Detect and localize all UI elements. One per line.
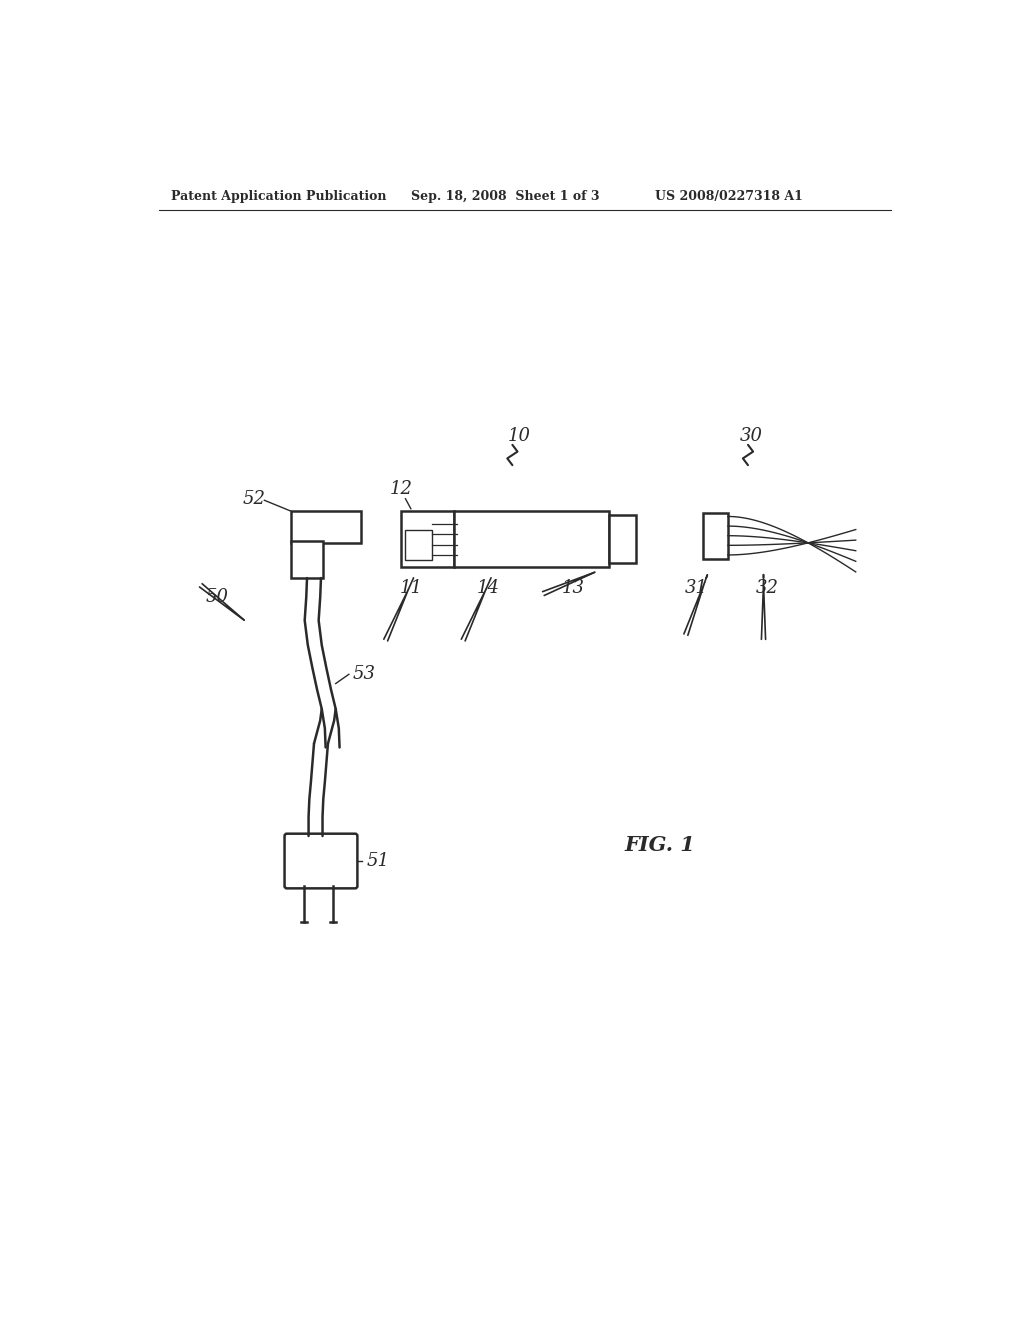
Text: 12: 12 [390, 480, 413, 499]
Text: Sep. 18, 2008  Sheet 1 of 3: Sep. 18, 2008 Sheet 1 of 3 [411, 190, 599, 203]
Text: 32: 32 [756, 579, 778, 597]
Text: 51: 51 [367, 851, 390, 870]
Text: 13: 13 [562, 579, 585, 597]
Text: 11: 11 [399, 579, 422, 597]
Text: 14: 14 [477, 579, 500, 597]
Text: US 2008/0227318 A1: US 2008/0227318 A1 [655, 190, 803, 203]
FancyBboxPatch shape [400, 511, 454, 566]
FancyBboxPatch shape [608, 515, 636, 562]
FancyBboxPatch shape [703, 512, 728, 558]
Text: 52: 52 [243, 490, 265, 508]
Text: 10: 10 [508, 426, 530, 445]
Text: Patent Application Publication: Patent Application Publication [171, 190, 386, 203]
Text: 30: 30 [740, 426, 763, 445]
FancyBboxPatch shape [291, 511, 360, 544]
FancyBboxPatch shape [404, 529, 432, 561]
Text: FIG. 1: FIG. 1 [624, 836, 694, 855]
FancyBboxPatch shape [285, 834, 357, 888]
FancyBboxPatch shape [291, 541, 324, 578]
FancyBboxPatch shape [454, 511, 608, 566]
Text: 53: 53 [352, 665, 376, 684]
Text: 50: 50 [206, 589, 228, 606]
Text: 31: 31 [684, 579, 708, 597]
